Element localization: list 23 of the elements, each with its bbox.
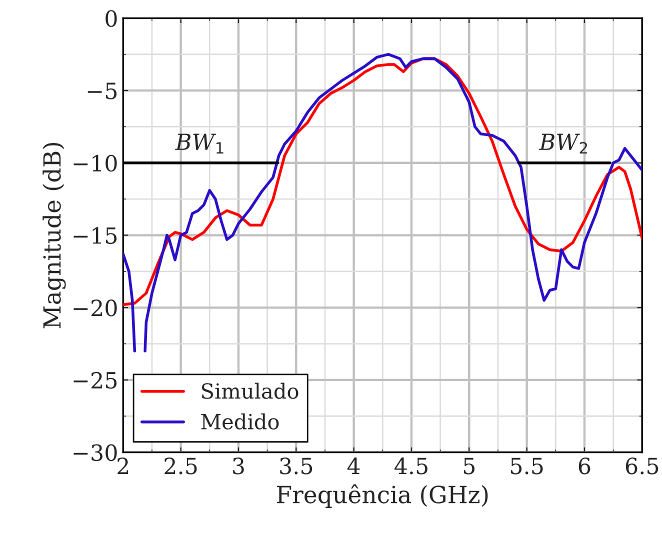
- x-axis-title: Frequência (GHz): [277, 484, 488, 508]
- y-tick-label: −10: [74, 154, 117, 172]
- legend-label: Simulado: [202, 382, 298, 399]
- x-tick-label: 4: [347, 458, 360, 474]
- x-tick-label: 3.5: [280, 458, 312, 474]
- annotation: BW$_{2}$: [538, 134, 588, 154]
- x-tick-label: 2.5: [164, 458, 197, 474]
- y-axis-title: Magnitude (dB): [42, 142, 66, 328]
- annotation: BW$_{1}$: [175, 134, 224, 154]
- y-tick-label: 0: [106, 10, 117, 27]
- x-tick-label: 5: [464, 458, 474, 474]
- y-tick-label: −15: [74, 227, 117, 244]
- x-tick-label: 5.5: [511, 458, 543, 474]
- legend-label: Medido: [201, 413, 279, 430]
- y-tick-label: −25: [74, 372, 117, 389]
- x-tick-label: 6: [578, 458, 590, 474]
- y-tick-label: −5: [88, 82, 117, 100]
- x-tick-label: 3: [233, 458, 244, 474]
- x-tick-label: 6.5: [626, 458, 658, 474]
- x-tick-label: 2: [118, 458, 128, 474]
- y-tick-label: −30: [74, 444, 117, 462]
- y-tick-label: −20: [74, 300, 117, 316]
- x-tick-label: 4.5: [394, 458, 428, 474]
